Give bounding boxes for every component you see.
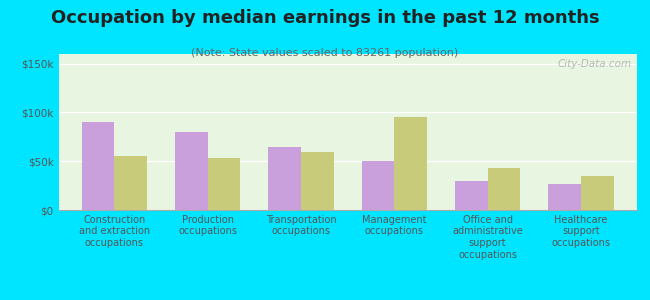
Bar <box>549 184 581 210</box>
Bar <box>114 156 147 210</box>
Bar <box>488 168 521 210</box>
Bar <box>268 147 301 210</box>
Bar <box>82 122 114 210</box>
Bar <box>455 181 488 210</box>
Text: (Note: State values scaled to 83261 population): (Note: State values scaled to 83261 popu… <box>191 48 459 58</box>
Bar <box>301 152 333 210</box>
Bar <box>395 117 427 210</box>
Bar <box>362 161 395 210</box>
Bar <box>208 158 240 210</box>
Bar <box>175 132 208 210</box>
Text: Occupation by median earnings in the past 12 months: Occupation by median earnings in the pas… <box>51 9 599 27</box>
Text: City-Data.com: City-Data.com <box>557 59 631 69</box>
Bar <box>581 176 614 210</box>
